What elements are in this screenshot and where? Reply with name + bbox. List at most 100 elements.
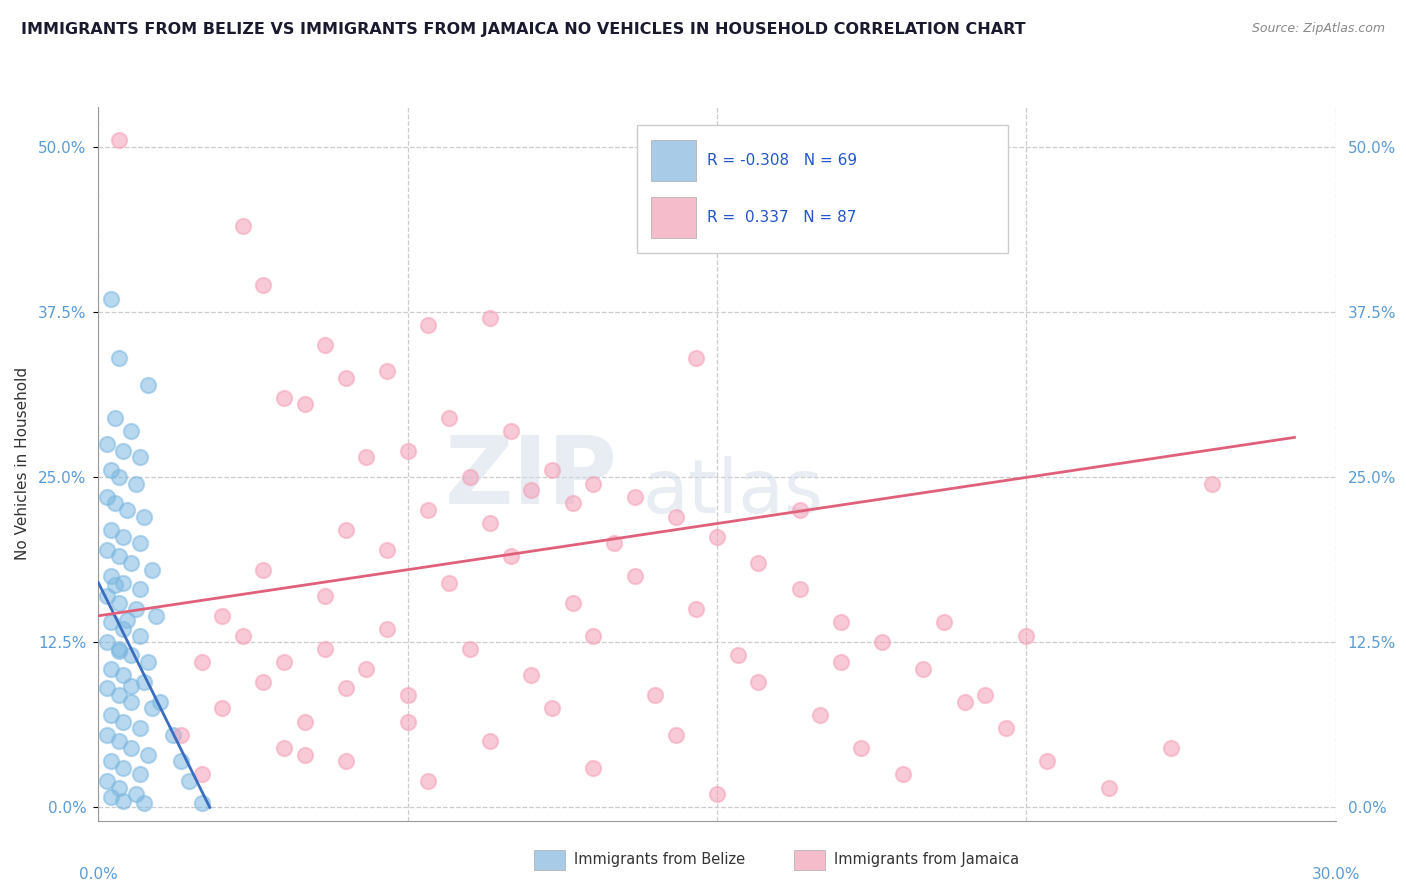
Point xyxy=(136,747,159,762)
Point xyxy=(273,391,295,405)
Point xyxy=(437,410,460,425)
Point xyxy=(120,424,142,438)
Point xyxy=(149,695,172,709)
Point xyxy=(706,787,728,801)
Point xyxy=(108,133,131,147)
Point xyxy=(418,774,440,789)
Point xyxy=(541,701,564,715)
Point xyxy=(117,503,139,517)
Point xyxy=(685,351,707,365)
Point xyxy=(314,589,336,603)
Point xyxy=(789,582,811,597)
Point xyxy=(132,674,155,689)
Point xyxy=(108,549,131,564)
Point xyxy=(145,608,167,623)
Point xyxy=(603,536,626,550)
Point xyxy=(252,674,274,689)
Point xyxy=(1201,476,1223,491)
Point xyxy=(100,789,122,804)
Text: R = -0.308   N = 69: R = -0.308 N = 69 xyxy=(707,153,858,169)
Point xyxy=(108,688,131,702)
Point xyxy=(100,463,122,477)
Point xyxy=(953,695,976,709)
Point xyxy=(117,613,139,627)
Point xyxy=(96,635,118,649)
Point xyxy=(170,754,193,768)
Point xyxy=(211,701,233,715)
Point xyxy=(1098,780,1121,795)
Point xyxy=(396,688,419,702)
Point xyxy=(499,424,522,438)
Point xyxy=(190,655,212,669)
Point xyxy=(396,443,419,458)
Point xyxy=(437,575,460,590)
Point xyxy=(396,714,419,729)
Point xyxy=(912,662,935,676)
Text: ZIP: ZIP xyxy=(446,432,619,524)
Point xyxy=(232,629,254,643)
Point xyxy=(120,556,142,570)
Point xyxy=(727,648,749,663)
Point xyxy=(232,219,254,233)
Point xyxy=(96,681,118,696)
Point xyxy=(112,575,135,590)
Point xyxy=(112,529,135,543)
Point xyxy=(128,767,150,781)
Point xyxy=(108,734,131,748)
Point xyxy=(644,688,666,702)
Point xyxy=(120,695,142,709)
Point xyxy=(170,728,193,742)
Point xyxy=(100,754,122,768)
Point xyxy=(623,569,645,583)
Point xyxy=(128,721,150,735)
Point xyxy=(100,523,122,537)
Text: R =  0.337   N = 87: R = 0.337 N = 87 xyxy=(707,210,856,225)
Point xyxy=(375,364,398,378)
Point xyxy=(356,450,378,465)
Point xyxy=(112,794,135,808)
Point xyxy=(1036,754,1059,768)
Point xyxy=(190,767,212,781)
Point xyxy=(418,318,440,332)
Point xyxy=(128,582,150,597)
Point xyxy=(375,542,398,557)
Point xyxy=(112,622,135,636)
Point xyxy=(162,728,184,742)
Point xyxy=(685,602,707,616)
Point xyxy=(96,774,118,789)
Point xyxy=(623,490,645,504)
Point xyxy=(128,629,150,643)
Point xyxy=(294,397,316,411)
Point xyxy=(499,549,522,564)
Point xyxy=(747,556,769,570)
Point xyxy=(561,496,583,510)
Point xyxy=(136,655,159,669)
Point xyxy=(112,443,135,458)
Point xyxy=(124,787,146,801)
Point xyxy=(830,655,852,669)
Point xyxy=(211,608,233,623)
Point xyxy=(1160,741,1182,756)
Point xyxy=(706,529,728,543)
Point xyxy=(561,596,583,610)
Point xyxy=(108,351,131,365)
Point xyxy=(104,410,127,425)
Point xyxy=(141,701,163,715)
Point xyxy=(458,470,481,484)
Point xyxy=(870,635,893,649)
Point xyxy=(479,734,502,748)
Point xyxy=(124,476,146,491)
Point xyxy=(314,641,336,656)
Point xyxy=(808,707,831,722)
Point xyxy=(375,622,398,636)
Point xyxy=(141,563,163,577)
Text: Source: ZipAtlas.com: Source: ZipAtlas.com xyxy=(1251,22,1385,36)
Text: atlas: atlas xyxy=(643,456,824,529)
Point xyxy=(132,797,155,811)
Point xyxy=(96,542,118,557)
Point xyxy=(108,596,131,610)
Point xyxy=(1015,629,1038,643)
Point xyxy=(108,470,131,484)
Point xyxy=(120,648,142,663)
Point xyxy=(100,569,122,583)
